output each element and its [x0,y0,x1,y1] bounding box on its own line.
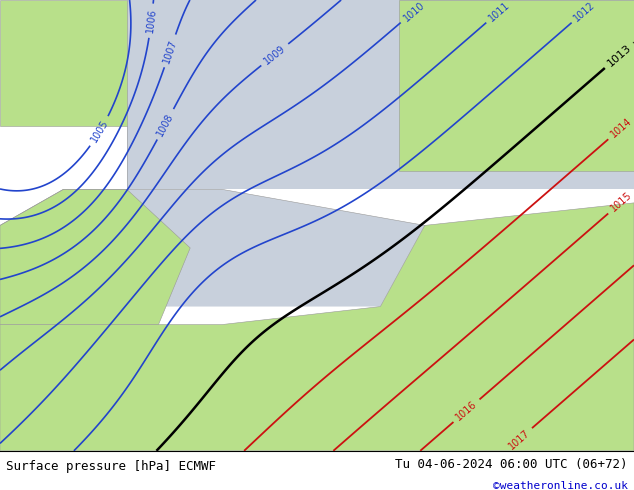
Polygon shape [0,203,634,451]
Polygon shape [0,0,127,126]
Text: 1015: 1015 [609,190,634,214]
Text: 1012: 1012 [572,0,597,23]
Text: Tu 04-06-2024 06:00 UTC (06+72): Tu 04-06-2024 06:00 UTC (06+72) [395,458,628,471]
Text: Surface pressure [hPa] ECMWF: Surface pressure [hPa] ECMWF [6,460,216,473]
Text: 1009: 1009 [262,43,287,66]
Text: 1011: 1011 [487,0,512,23]
Polygon shape [0,189,190,324]
Text: 1006: 1006 [145,8,158,33]
Polygon shape [127,189,425,307]
Text: ©weatheronline.co.uk: ©weatheronline.co.uk [493,481,628,490]
Text: 1014: 1014 [609,116,634,140]
Polygon shape [127,0,634,189]
Text: 1010: 1010 [401,0,426,23]
Text: 1008: 1008 [155,111,176,138]
Polygon shape [399,0,634,172]
Text: 1016: 1016 [454,399,479,422]
Text: 1013: 1013 [605,43,633,69]
Text: 1007: 1007 [161,38,179,64]
Text: 1017: 1017 [507,428,531,451]
Text: 1005: 1005 [89,118,110,145]
